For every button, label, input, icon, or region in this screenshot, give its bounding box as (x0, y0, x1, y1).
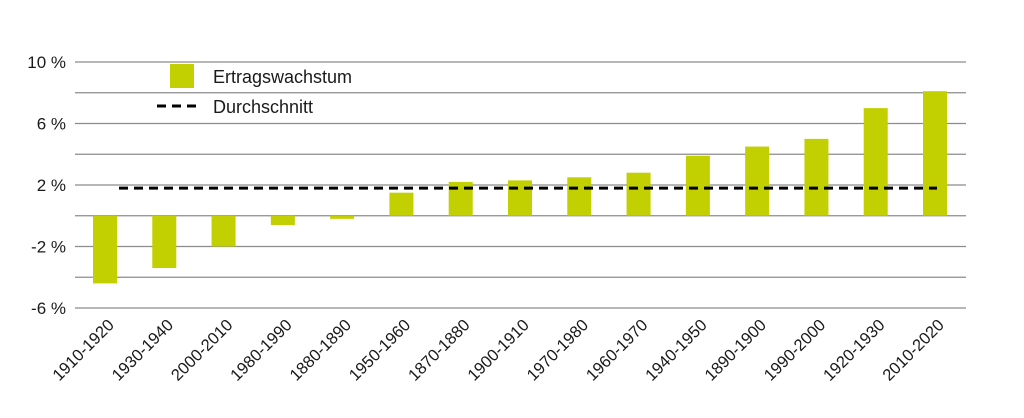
y-tick-label: -2 % (31, 238, 66, 257)
y-axis-tick-labels: 10 % 6 % 2 % -2 % -6 % (27, 53, 66, 318)
x-axis-category-labels: 1910-19201930-19402000-20101980-19901880… (49, 316, 948, 385)
x-category-label: 1990-2000 (761, 316, 830, 385)
bar (804, 138, 829, 216)
bar (330, 215, 355, 219)
x-category-label: 1950-1960 (346, 316, 415, 385)
x-category-label: 1940-1950 (642, 316, 711, 385)
x-category-label: 1890-1900 (701, 316, 770, 385)
bar (923, 91, 947, 216)
x-category-label: 1870-1880 (405, 316, 474, 385)
bar (508, 180, 532, 216)
legend: Ertragswachstum Durchschnitt (157, 64, 352, 117)
bars (93, 91, 947, 284)
x-category-label: 1910-1920 (49, 316, 118, 385)
y-tick-label: 10 % (27, 53, 66, 72)
bar (567, 177, 592, 216)
x-category-label: 1970-1980 (524, 316, 593, 385)
legend-label-ertragswachstum: Ertragswachstum (213, 67, 352, 87)
bar (270, 215, 295, 225)
legend-swatch-ertragswachstum (170, 64, 194, 88)
y-tick-label: -6 % (31, 299, 66, 318)
bar (389, 192, 414, 216)
x-category-label: 1980-1990 (227, 316, 296, 385)
bar (863, 108, 888, 216)
x-category-label: 2000-2010 (168, 316, 237, 385)
x-category-label: 2010-2020 (879, 316, 948, 385)
y-tick-label: 6 % (37, 115, 66, 134)
bar (626, 172, 651, 216)
x-category-label: 1920-1930 (820, 316, 889, 385)
bar (211, 215, 236, 247)
legend-label-durchschnitt: Durchschnitt (213, 97, 313, 117)
x-category-label: 1880-1890 (286, 316, 355, 385)
bar (152, 215, 177, 269)
bar (745, 146, 770, 216)
bar (685, 155, 710, 216)
x-category-label: 1960-1970 (583, 316, 652, 385)
x-category-label: 1930-1940 (109, 316, 178, 385)
bar (93, 215, 117, 284)
y-tick-label: 2 % (37, 176, 66, 195)
x-category-label: 1900-1910 (464, 316, 533, 385)
